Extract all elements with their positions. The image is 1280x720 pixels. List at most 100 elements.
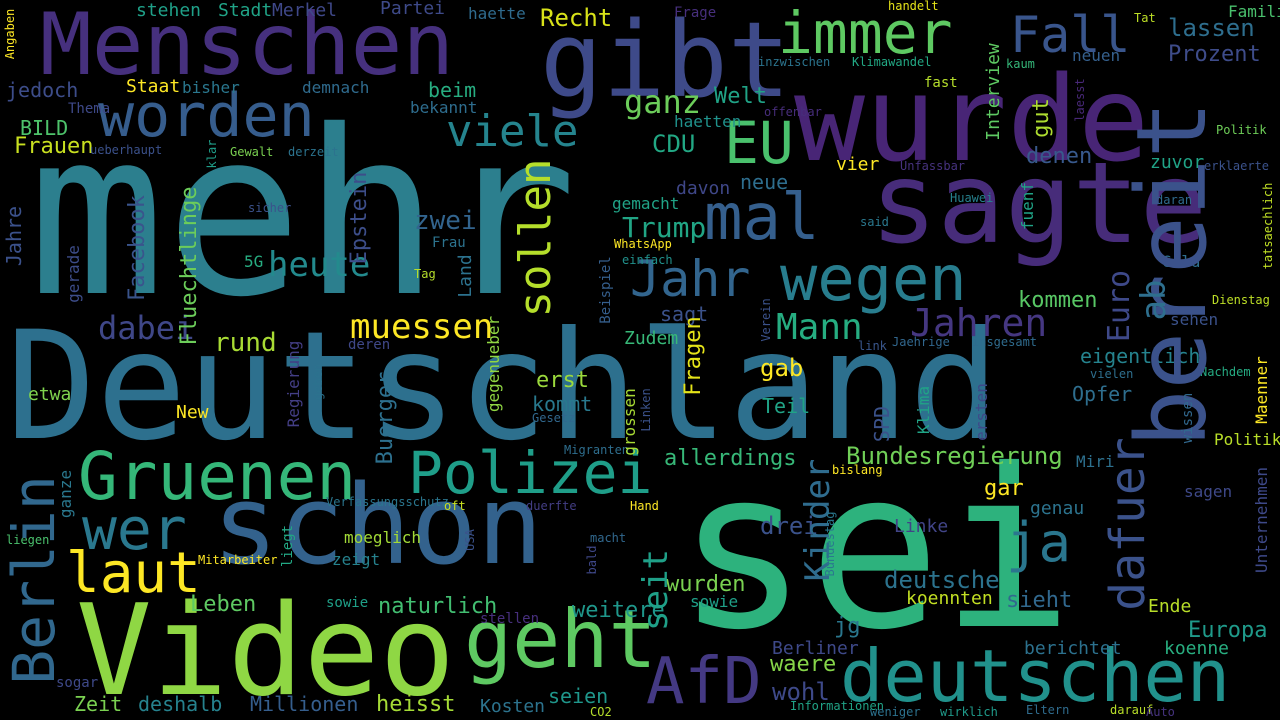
word-hand: duerfte — [526, 499, 577, 513]
word-euro: Euro — [1102, 269, 1137, 343]
word-tatsaechlich: tatsaechlich — [1261, 182, 1275, 270]
word-beim: beim — [428, 78, 477, 102]
word-mann: Mann — [776, 307, 863, 348]
word-eigentlich: eigentlich — [1080, 344, 1201, 368]
word-linken: Linken — [639, 388, 653, 432]
word-deren: deren — [348, 337, 391, 353]
word-gewalt: Gewalt — [230, 145, 274, 159]
word-rund: rund — [214, 328, 277, 358]
word-neuen: neuen — [1072, 46, 1121, 65]
word-wer: wer — [82, 495, 187, 563]
word-mehr: mehr — [28, 81, 578, 347]
word-eltern: wirklich — [940, 705, 998, 719]
word-macht: zeigt — [332, 550, 381, 569]
word-fast: fast — [924, 75, 958, 91]
word-berichtet: berichtet — [1024, 638, 1122, 659]
word-frau: Frau — [432, 235, 466, 251]
word-wissen: sagen — [1184, 482, 1233, 501]
word-afd: AfD — [646, 645, 762, 719]
word-sieht: sieht — [1006, 588, 1073, 613]
word-europa: Europa — [1188, 618, 1268, 643]
word-klar: klar — [205, 139, 219, 169]
word-epstein: Epstein — [347, 171, 372, 265]
word-bild: BILD — [20, 116, 69, 140]
word-leben: Leben — [190, 592, 257, 617]
word-teil: Teil — [762, 394, 811, 418]
word-stehen: stehen — [136, 0, 202, 21]
word-linke: Linke — [894, 516, 949, 537]
word-sehen: sehen — [1170, 310, 1219, 329]
word-miri: Politiker — [1214, 430, 1280, 449]
word-berliner: Berliner — [772, 638, 859, 659]
word-new: New — [176, 402, 209, 423]
word-bundesregierung: Bundesregierung — [846, 442, 1063, 470]
word-kommt: kommt — [532, 392, 593, 416]
word-gut: gut — [1029, 98, 1054, 138]
word-grossen: grossen — [620, 388, 639, 456]
word-heisst: heisst — [376, 692, 456, 717]
word-gemacht: gemacht — [612, 194, 680, 213]
word-duerfte: oft — [444, 499, 466, 513]
word-mal: mal — [704, 181, 820, 255]
word-deutschen: deutschen — [840, 634, 1231, 718]
word-facebook: Facebook — [125, 195, 150, 301]
word-liegen: Hand — [630, 499, 659, 513]
word-nachdem: Nachdem — [1200, 365, 1251, 379]
word-insgesamt: insgesamt — [972, 335, 1038, 349]
word-erklaerte: erklaerte — [1204, 159, 1270, 173]
word-immer: immer — [778, 0, 953, 67]
word-stadt: Stadt — [218, 0, 273, 21]
word-buerger: Buerger — [373, 371, 398, 465]
word-interview: Interview — [983, 43, 1004, 141]
word-berlin: Berlin — [0, 475, 68, 685]
word-gruenen: Gruenen — [78, 438, 357, 515]
word-sei: sei — [676, 422, 1074, 678]
word-said: said — [860, 215, 889, 229]
word-denen: denen — [1026, 144, 1093, 169]
word-land: Land — [455, 254, 476, 298]
word-jedoch: jedoch — [6, 78, 79, 102]
word-thema: Thema — [68, 101, 111, 117]
word-genau: genau — [1030, 498, 1085, 519]
word-sicher: sicher — [248, 201, 292, 215]
word-offenbar: offenbar — [764, 105, 822, 119]
word-staat: Staat — [126, 76, 181, 97]
word-sowie: sowie — [326, 595, 369, 611]
word-fall: Fall — [1010, 6, 1131, 64]
word-gab: gab — [760, 354, 804, 382]
word-laesst: laesst — [1073, 78, 1087, 122]
word-moeglich: liegt — [280, 524, 296, 568]
word-deutsche: deutsche — [884, 566, 1000, 594]
word-deutschland: Deutschland — [6, 300, 1000, 474]
word-eu: EU — [724, 109, 794, 177]
word-sagt: sagt — [660, 302, 709, 326]
word-etwa: etwa — [28, 384, 72, 405]
word-oft: Verfassungsschutz — [326, 495, 449, 509]
word-co2: sogar — [56, 675, 99, 691]
word-wurden: wurden — [666, 572, 746, 597]
word-vielen: vielen — [1090, 367, 1134, 381]
word-lassen: lassen — [1168, 14, 1255, 42]
word-geht: geht — [464, 593, 657, 686]
word-beispiel: Beispiel — [598, 256, 614, 324]
word-laut: laut — [66, 541, 201, 606]
word-recht: Recht — [540, 4, 613, 32]
word-kommen: kommen — [1018, 288, 1098, 313]
word-opfer: Opfer — [1072, 382, 1133, 406]
word-prozent: Prozent — [1168, 42, 1261, 67]
word-cdu: CDU — [652, 130, 696, 158]
word-frage: Frage — [674, 5, 717, 21]
word-seit: seit — [636, 549, 676, 631]
word-trump: Trump — [622, 211, 707, 244]
word-drei: drei — [760, 512, 818, 540]
word-dabei: dabei — [98, 309, 195, 347]
word-sagte: sagte — [870, 139, 1208, 269]
word-derzeit: derzeit — [288, 145, 339, 159]
word-zuvor: zuvor — [1150, 152, 1205, 173]
word-mitarbeiter: Auto — [1146, 705, 1175, 719]
word-waere: waere — [770, 652, 837, 677]
word-ersten: ersten — [972, 383, 991, 441]
word-sogar: stellen — [480, 611, 540, 627]
word-politiker: wissen — [1180, 392, 1196, 444]
word-bislang: Migranten — [564, 443, 630, 457]
